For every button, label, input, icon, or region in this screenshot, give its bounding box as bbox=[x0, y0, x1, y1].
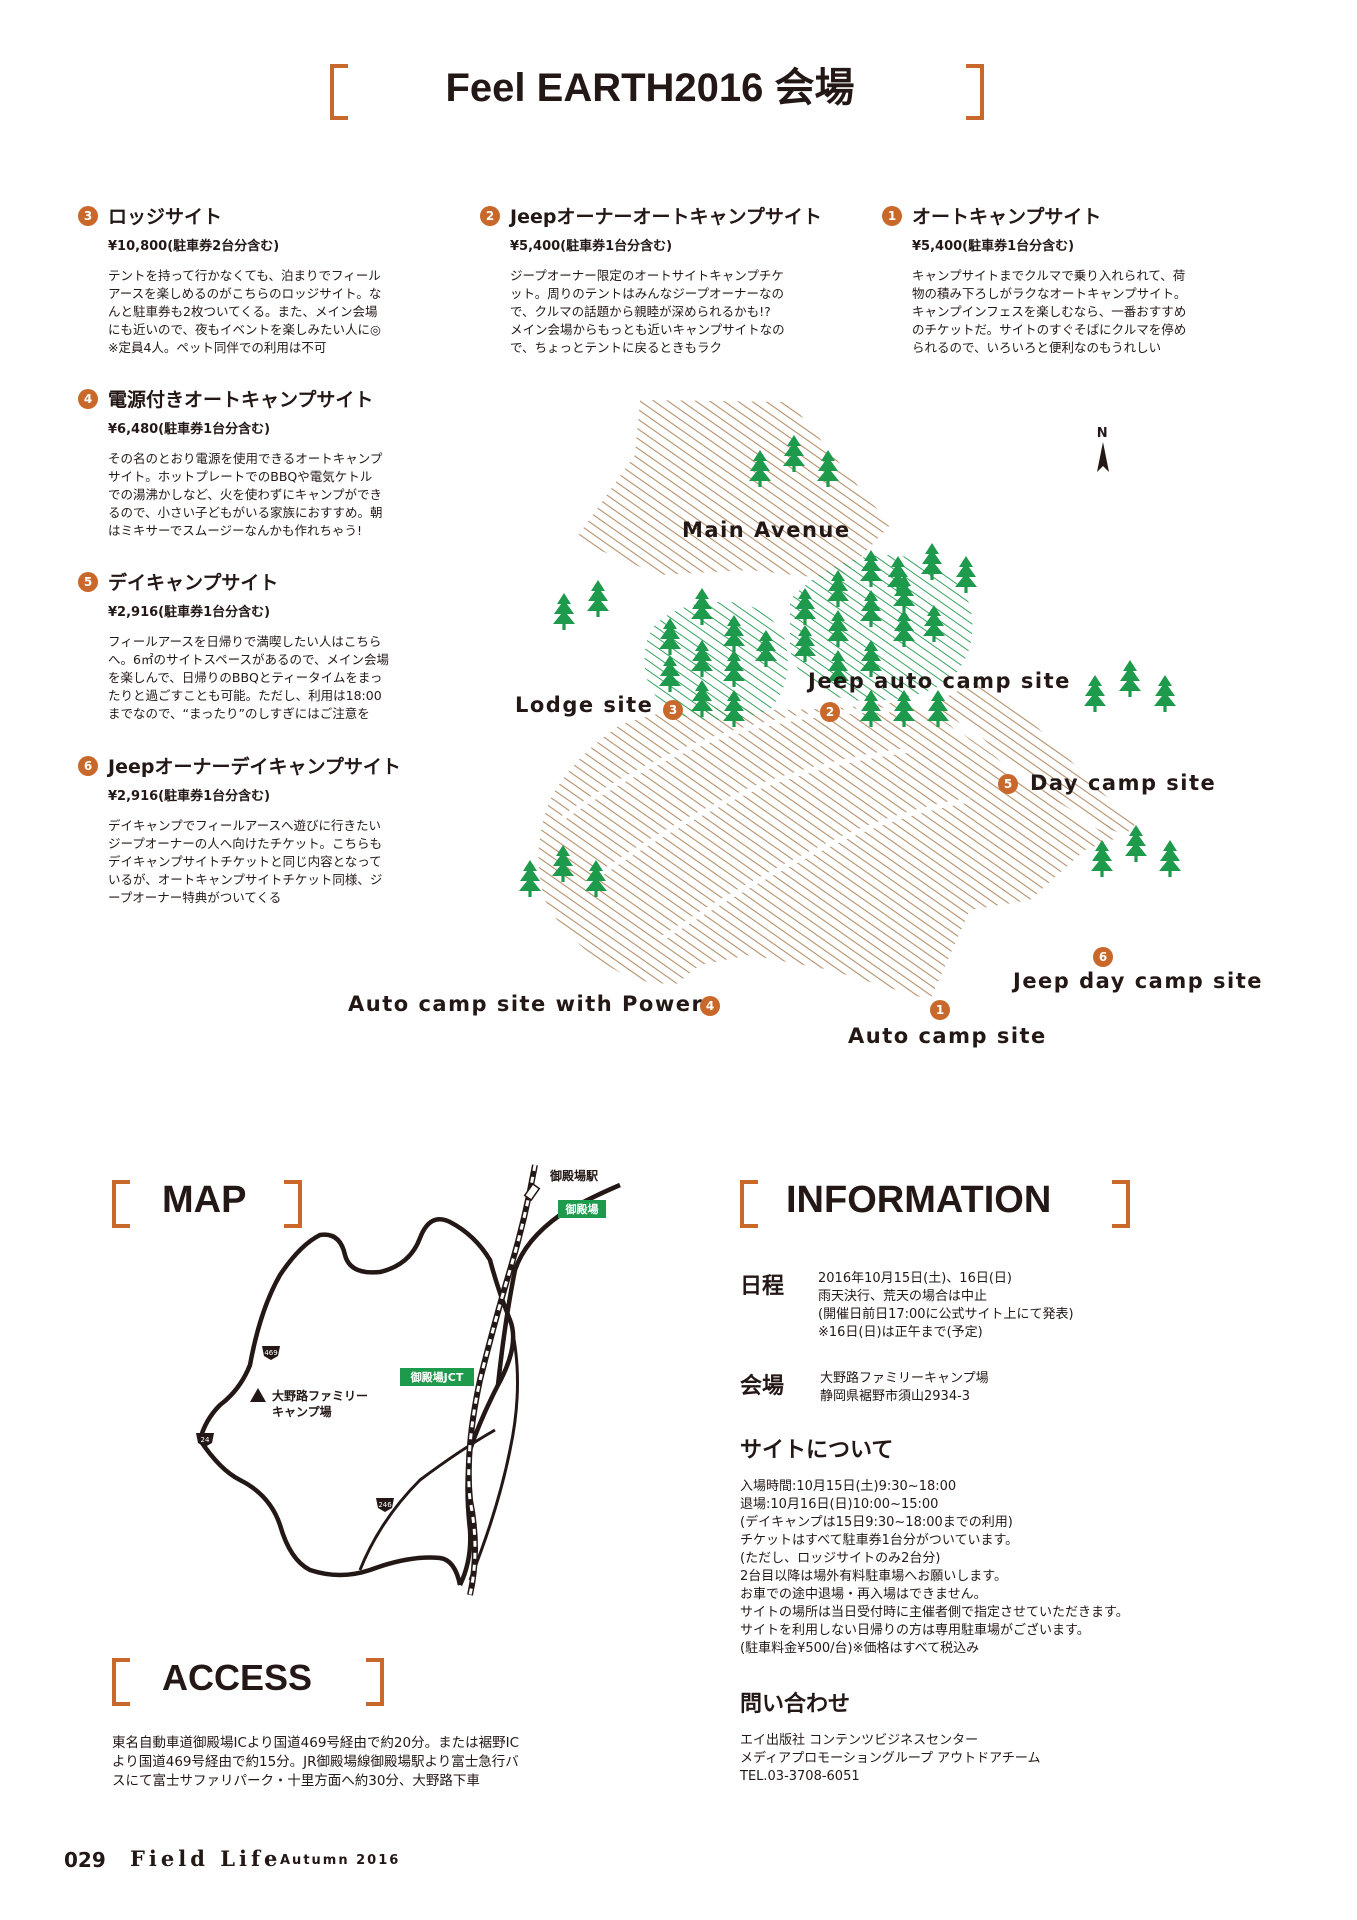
schedule-text: 2016年10月15日(土)、16日(日) 雨天決行、荒天の場合は中止 (開催日… bbox=[818, 1271, 1074, 1340]
site-jeep-day: 6 Jeepオーナーデイキャンプサイト ¥2,916(駐車券1台分含む) デイキャ… bbox=[78, 752, 438, 907]
map-bracket-left bbox=[112, 1180, 130, 1228]
camp-label-1: 大野路ファミリー bbox=[272, 1388, 368, 1403]
marker-6: 6 bbox=[1093, 947, 1113, 967]
site-number-badge: 1 bbox=[882, 205, 902, 226]
site-jeep-auto: 2 Jeepオーナーオートキャンプサイト ¥5,400(駐車券1台分含む) ジープ… bbox=[480, 202, 840, 357]
marker-3: 3 bbox=[663, 700, 683, 720]
site-description: テントを持って行かなくても、泊まりでフィール アースを楽しめるのがこちらのロッジ… bbox=[108, 268, 382, 355]
issue-label: Autumn 2016 bbox=[280, 1853, 401, 1868]
site-name: ロッジサイト bbox=[108, 206, 223, 228]
day-camp-label: Day camp site bbox=[1030, 771, 1216, 795]
site-price: ¥5,400(駐車券1台分含む) bbox=[510, 239, 673, 254]
site-number-badge: 5 bbox=[78, 571, 98, 592]
access-title: ACCESS bbox=[162, 1657, 313, 1698]
marker-5-num: 5 bbox=[1004, 777, 1012, 791]
site-number-badge: 6 bbox=[78, 755, 98, 776]
site-name: デイキャンプサイト bbox=[108, 572, 279, 594]
site-price: ¥2,916(駐車券1台分含む) bbox=[108, 789, 271, 804]
camp-marker-icon bbox=[250, 1388, 266, 1402]
site-auto: 1 オートキャンプサイト ¥5,400(駐車券1台分含む) キャンプサイトまでクル… bbox=[882, 202, 1242, 357]
marker-1: 1 bbox=[930, 1000, 950, 1020]
info-bracket-left bbox=[740, 1180, 758, 1228]
site-number-badge: 3 bbox=[78, 205, 98, 226]
site-price: ¥5,400(駐車券1台分含む) bbox=[912, 239, 1075, 254]
venue-text: 大野路ファミリーキャンプ場 静岡県裾野市須山2934-3 bbox=[820, 1371, 989, 1404]
venue-label: 会場 bbox=[740, 1374, 785, 1399]
page-number: 029 bbox=[64, 1848, 106, 1872]
lodge-area bbox=[644, 601, 788, 721]
marker-3-num: 3 bbox=[669, 703, 677, 717]
auto-camp-label: Auto camp site bbox=[848, 1024, 1047, 1048]
day-camp-area bbox=[930, 680, 1135, 840]
site-name: 電源付きオートキャンプサイト bbox=[108, 389, 374, 411]
map-bracket-right bbox=[284, 1180, 302, 1228]
contact-label: 問い合わせ bbox=[740, 1692, 851, 1717]
jct-sign: 御殿場JCT bbox=[410, 1370, 464, 1384]
route-24-shield: 24 bbox=[196, 1433, 214, 1447]
site-description: ジープオーナー限定のオートサイトキャンプチケ ット。周りのテントはみんなジープオ… bbox=[510, 268, 785, 355]
lodge-label: Lodge site bbox=[515, 693, 653, 717]
site-name: Jeepオーナーオートキャンプサイト bbox=[510, 206, 822, 228]
contact-text: エイ出版社 コンテンツビジネスセンター メディアプロモーショングループ アウトド… bbox=[740, 1733, 1041, 1784]
site-price: ¥2,916(駐車券1台分含む) bbox=[108, 605, 271, 620]
route-246-shield: 246 bbox=[376, 1498, 394, 1512]
page-title: Feel EARTH2016 会場 bbox=[445, 66, 855, 110]
station-sign: 御殿場 bbox=[565, 1202, 599, 1216]
station-label: 御殿場駅 bbox=[549, 1168, 599, 1183]
site-number-badge: 2 bbox=[480, 205, 500, 226]
site-number-badge: 4 bbox=[78, 388, 98, 409]
access-map: 御殿場駅 御殿場 御殿場JCT 大野路ファミリー キャンプ場 469 24 24… bbox=[196, 1164, 621, 1596]
map-title: MAP bbox=[162, 1179, 247, 1221]
site-description: フィールアースを日帰りで満喫したい人はこちら へ。6㎡のサイトスペースがあるので… bbox=[108, 634, 389, 721]
site-info-label: サイトについて bbox=[740, 1438, 894, 1463]
site-price: ¥6,480(駐車券1台分含む) bbox=[108, 422, 271, 437]
marker-4-num: 4 bbox=[706, 999, 714, 1013]
site-description: その名のとおり電源を使用できるオートキャンプ サイト。ホットプレートでのBBQや… bbox=[108, 451, 383, 538]
jeep-auto-label: Jeep auto camp site bbox=[806, 669, 1071, 693]
camp-label-2: キャンプ場 bbox=[272, 1404, 332, 1419]
site-description: デイキャンプでフィールアースへ遊びに行きたい ジープオーナーの人へ向けたチケット… bbox=[108, 818, 383, 905]
title-bracket-left bbox=[330, 64, 348, 120]
site-auto-power: 4 電源付きオートキャンプサイト ¥6,480(駐車券1台分含む) その名のとおり… bbox=[78, 385, 438, 540]
information-title: INFORMATION bbox=[786, 1179, 1052, 1221]
route-24-label: 24 bbox=[201, 1436, 210, 1444]
route-246-label: 246 bbox=[378, 1501, 392, 1509]
marker-6-num: 6 bbox=[1099, 950, 1107, 964]
schedule-label: 日程 bbox=[740, 1274, 785, 1299]
access-bracket-right bbox=[366, 1658, 384, 1706]
marker-2-num: 2 bbox=[826, 705, 834, 719]
marker-5: 5 bbox=[998, 774, 1018, 794]
info-bracket-right bbox=[1112, 1180, 1130, 1228]
access-bracket-left bbox=[112, 1658, 130, 1706]
jeep-day-label: Jeep day camp site bbox=[1011, 969, 1263, 993]
site-name: オートキャンプサイト bbox=[912, 206, 1102, 228]
marker-2: 2 bbox=[820, 702, 840, 722]
route-469-label: 469 bbox=[264, 1349, 277, 1357]
auto-power-label: Auto camp site with Power bbox=[348, 992, 703, 1016]
marker-4: 4 bbox=[700, 996, 720, 1016]
main-avenue-area bbox=[575, 400, 890, 580]
station-marker bbox=[523, 1182, 541, 1202]
access-text: 東名自動車道御殿場ICより国道469号経由で約20分。または裾野IC より国道4… bbox=[112, 1735, 519, 1789]
north-arrow bbox=[1097, 442, 1109, 472]
site-price: ¥10,800(駐車券2台分含む) bbox=[108, 239, 280, 254]
magazine-name: Field Life bbox=[130, 1846, 282, 1871]
site-description: キャンプサイトまでクルマで乗り入れられて、荷 物の積み下ろしがラクなオートキャン… bbox=[912, 268, 1187, 355]
site-info-text: 入場時間:10月15日(土)9:30~18:00 退場:10月16日(日)10:… bbox=[740, 1479, 1129, 1656]
title-bracket-right bbox=[966, 64, 984, 120]
venue-map: N Main Avenue Lodge site Jeep auto camp … bbox=[348, 400, 1263, 1048]
route-469-shield: 469 bbox=[262, 1346, 280, 1360]
north-label: N bbox=[1097, 426, 1109, 441]
main-avenue-label: Main Avenue bbox=[682, 518, 851, 542]
site-name: Jeepオーナーデイキャンプサイト bbox=[108, 756, 401, 778]
site-day-camp: 5 デイキャンプサイト ¥2,916(駐車券1台分含む) フィールアースを日帰りで… bbox=[78, 568, 438, 723]
site-lodge: 3 ロッジサイト ¥10,800(駐車券2台分含む) テントを持って行かなくても、… bbox=[78, 202, 438, 357]
marker-1-num: 1 bbox=[936, 1003, 944, 1017]
